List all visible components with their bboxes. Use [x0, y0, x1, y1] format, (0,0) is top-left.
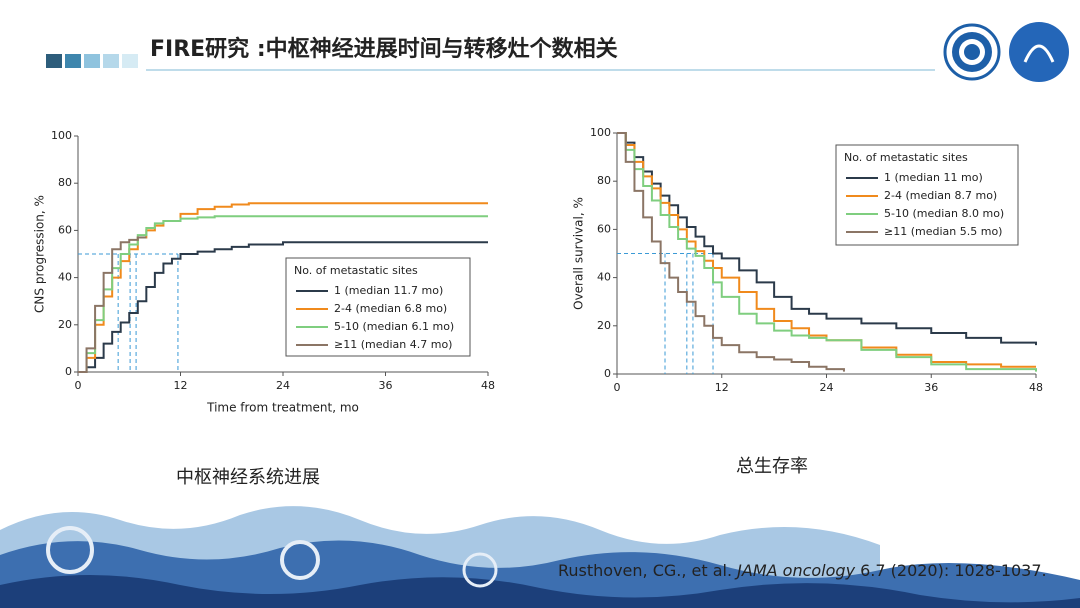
legend-label: 2-4 (median 6.8 mo)	[334, 302, 447, 315]
legend-label: ≥11 (median 5.5 mo)	[884, 225, 1002, 238]
logos	[943, 22, 1069, 82]
caption: 总生存率	[736, 456, 808, 477]
citation: Rusthoven, CG., et al. JAMA oncology 6.7…	[558, 561, 1047, 580]
legend-label: 2-4 (median 8.7 mo)	[884, 189, 997, 202]
y-tick-label: 60	[597, 222, 611, 235]
citation-journal: JAMA oncology	[734, 561, 855, 580]
x-axis-label: Time from treatment, mo	[206, 401, 359, 415]
y-tick-label: 20	[597, 319, 611, 332]
legend-label: 5-10 (median 8.0 mo)	[884, 207, 1004, 220]
legend-label: 1 (median 11.7 mo)	[334, 284, 443, 297]
y-axis-label: Overall survival, %	[572, 197, 586, 310]
legend-label: ≥11 (median 4.7 mo)	[334, 338, 452, 351]
y-tick-label: 40	[597, 271, 611, 284]
citation-authors: Rusthoven, CG., et al.	[558, 561, 737, 580]
caption: 中枢神经系统进展	[176, 467, 320, 488]
legend-label: 5-10 (median 6.1 mo)	[334, 320, 454, 333]
y-tick-label: 40	[58, 271, 72, 284]
legend-title: No. of metastatic sites	[294, 264, 418, 277]
x-tick-label: 0	[614, 381, 621, 394]
x-tick-label: 12	[715, 381, 729, 394]
x-tick-label: 12	[174, 379, 188, 392]
survival-curve	[617, 132, 845, 372]
legend-label: 1 (median 11 mo)	[884, 171, 983, 184]
x-tick-label: 0	[75, 379, 82, 392]
y-tick-label: 0	[604, 367, 611, 380]
x-tick-label: 36	[379, 379, 393, 392]
x-tick-label: 24	[820, 381, 834, 394]
legend-box	[285, 257, 471, 357]
citation-details: 6.7 (2020): 1028-1037.	[855, 561, 1047, 580]
y-tick-label: 20	[58, 318, 72, 331]
x-tick-label: 48	[1029, 381, 1043, 394]
y-tick-label: 60	[58, 223, 72, 236]
chart: 0 20 40 60 80 100 0 12 24 36 48 Time from treatment…	[33, 129, 496, 415]
chart: 0 20 40 60 80 100 0 12 24 36 48 Overall survival, %…	[572, 126, 1044, 394]
survival-curve	[617, 132, 1037, 372]
slide-title: FIRE研究 :中枢神经进展时间与转移灶个数相关	[150, 36, 618, 62]
survival-curve	[78, 236, 147, 373]
x-tick-label: 36	[924, 381, 938, 394]
survival-curve	[78, 241, 488, 373]
survival-curve	[78, 215, 488, 373]
x-tick-label: 48	[481, 379, 495, 392]
y-axis-label: CNS progression, %	[33, 195, 47, 313]
wave-decoration	[0, 506, 1080, 608]
x-tick-label: 24	[276, 379, 290, 392]
y-tick-label: 100	[51, 129, 72, 142]
y-tick-label: 0	[65, 365, 72, 378]
y-tick-label: 100	[590, 126, 611, 139]
y-tick-label: 80	[58, 176, 72, 189]
y-tick-label: 80	[597, 174, 611, 187]
legend-title: No. of metastatic sites	[844, 151, 968, 164]
header-squares	[46, 54, 138, 68]
